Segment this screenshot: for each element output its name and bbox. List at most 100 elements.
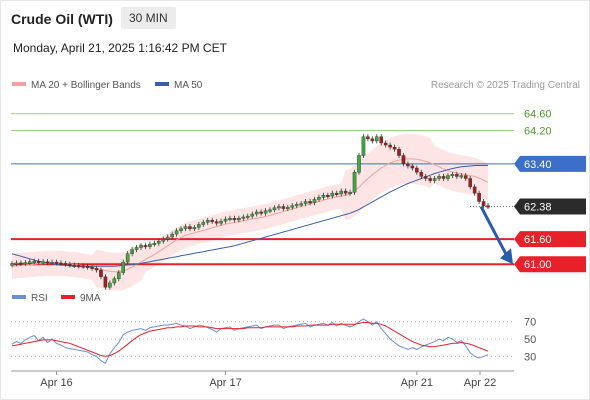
candles [10,134,490,290]
instrument-title: Crude Oil (WTI) [11,11,113,27]
candle-body [85,266,90,268]
rsi-tick-30: 30 [524,351,536,363]
candle-body [210,220,214,223]
price-label-64-20: 64.20 [524,125,552,137]
candle-body [152,243,157,245]
candle-body [441,176,446,179]
candle-body [116,272,121,280]
candle-body [90,266,94,269]
candle-body [205,220,210,223]
candle-body [459,175,464,178]
candle-body [272,207,277,211]
price-tag-62-38 [514,198,586,215]
candle-body [219,220,223,224]
candle-body [330,192,335,197]
9ma-swatch [61,295,75,300]
candle-body [143,245,148,248]
legend-ma20[interactable]: MA 20 + Bollinger Bands [12,80,141,91]
research-credit: Research © 2025 Trading Central [430,80,580,91]
candle-body [32,261,37,263]
candle-body [170,233,174,238]
candle-body [361,136,366,156]
legend-ma50[interactable]: MA 50 [155,80,202,91]
level-lines [11,113,514,266]
candle-body [308,201,312,204]
candle-body [27,261,32,264]
candle-body [112,278,117,284]
candle-body [41,261,45,264]
rsi-line [11,318,489,365]
candle-body [428,178,432,181]
price-tag-61-60 [514,231,586,248]
candle-body [294,204,299,207]
candle-body [437,176,441,179]
candle-body [54,261,59,264]
candle-body [254,211,259,215]
candle-body [472,186,477,194]
candle-body [19,262,23,265]
candle-body [357,155,361,173]
candle-body [446,175,450,179]
candle-body [103,276,108,288]
candle-body [392,146,397,150]
candle-body [463,175,468,179]
candle-body [303,201,308,204]
candle-body [59,262,63,265]
rsi-tick-70: 70 [524,317,536,329]
candle-body [223,218,228,222]
candle-body [263,210,268,214]
candle-body [290,205,295,208]
candle-body [68,263,72,266]
ma20-swatch [12,82,26,87]
candle-body [339,190,343,195]
candle-body [197,224,201,228]
candle-body [72,264,77,267]
candle-body [406,163,410,167]
candle-body [165,236,170,240]
candle-body [450,174,455,177]
ma50-line [11,165,488,267]
interval-selector[interactable]: 30 MIN [121,7,176,29]
ma20-label: MA 20 + Bollinger Bands [31,80,141,91]
candle-body [379,136,384,144]
candle-body [139,245,143,248]
candle-body [397,149,401,156]
legend-9ma[interactable]: 9MA [61,293,101,304]
candle-body [174,230,179,235]
candle-body [477,192,481,202]
candle-body [423,176,428,179]
candle-body [486,205,490,208]
candle-body [134,247,139,250]
price-label-61-00: 61.00 [524,259,552,271]
price-label-61-60: 61.60 [524,234,552,246]
candle-body [321,195,326,198]
candle-body [432,178,437,181]
rsi-label: RSI [31,293,48,304]
candle-body [237,218,241,221]
candle-body [179,228,183,231]
candle-body [352,172,357,193]
candle-body [277,206,281,209]
price-tag-63-40 [514,155,586,172]
forecast-arrow [479,205,513,265]
candle-body [312,199,317,203]
candle-body [481,201,486,206]
timestamp: Monday, April 21, 2025 1:16:42 PM CET [13,41,227,55]
candle-body [232,218,237,221]
legend-rsi[interactable]: RSI [12,293,48,304]
candle-body [130,249,134,254]
price-label-62-38: 62.38 [524,202,552,214]
candle-body [286,207,290,210]
price-label-64-60: 64.60 [524,109,552,121]
rsi-tick-50: 50 [524,334,536,346]
candle-body [250,213,255,217]
candle-body [370,138,375,142]
rsi-panel [11,318,489,365]
candle-body [94,268,99,271]
candle-body [383,142,388,146]
candle-body [419,172,424,177]
candle-body [108,282,112,288]
candle-body [148,243,152,247]
candle-body [228,218,232,220]
